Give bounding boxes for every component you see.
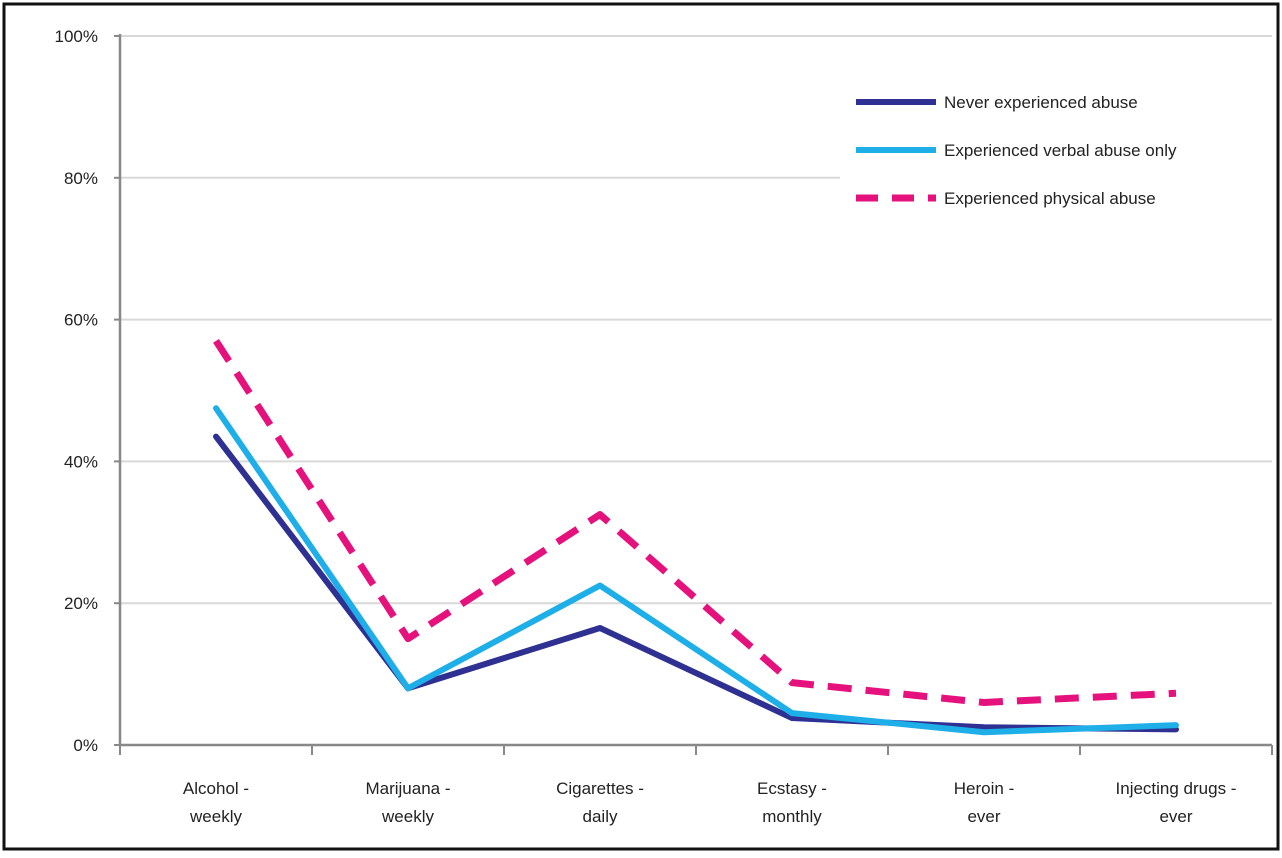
x-category-label-line: daily — [583, 807, 618, 826]
legend-label: Experienced physical abuse — [944, 189, 1156, 208]
x-category-label-line: Alcohol - — [183, 779, 249, 798]
x-category-label-line: ever — [1159, 807, 1192, 826]
legend-label: Never experienced abuse — [944, 93, 1138, 112]
x-category-label-line: Cigarettes - — [556, 779, 644, 798]
x-category-label-line: weekly — [381, 807, 434, 826]
y-tick-label: 100% — [55, 27, 98, 46]
x-category-label-line: ever — [967, 807, 1000, 826]
x-category-label-line: Marijuana - — [365, 779, 450, 798]
x-category-label-line: weekly — [189, 807, 242, 826]
x-category-label-line: Ecstasy - — [757, 779, 827, 798]
y-tick-label: 40% — [64, 452, 98, 471]
x-category-label-line: Heroin - — [954, 779, 1014, 798]
legend: Never experienced abuse Experienced verba… — [840, 80, 1272, 240]
x-category-label-line: Injecting drugs - — [1116, 779, 1237, 798]
x-category-label-line: monthly — [762, 807, 822, 826]
y-tick-label: 80% — [64, 169, 98, 188]
y-tick-label: 20% — [64, 594, 98, 613]
legend-label: Experienced verbal abuse only — [944, 141, 1177, 160]
y-tick-label: 60% — [64, 311, 98, 330]
y-tick-label: 0% — [73, 736, 98, 755]
